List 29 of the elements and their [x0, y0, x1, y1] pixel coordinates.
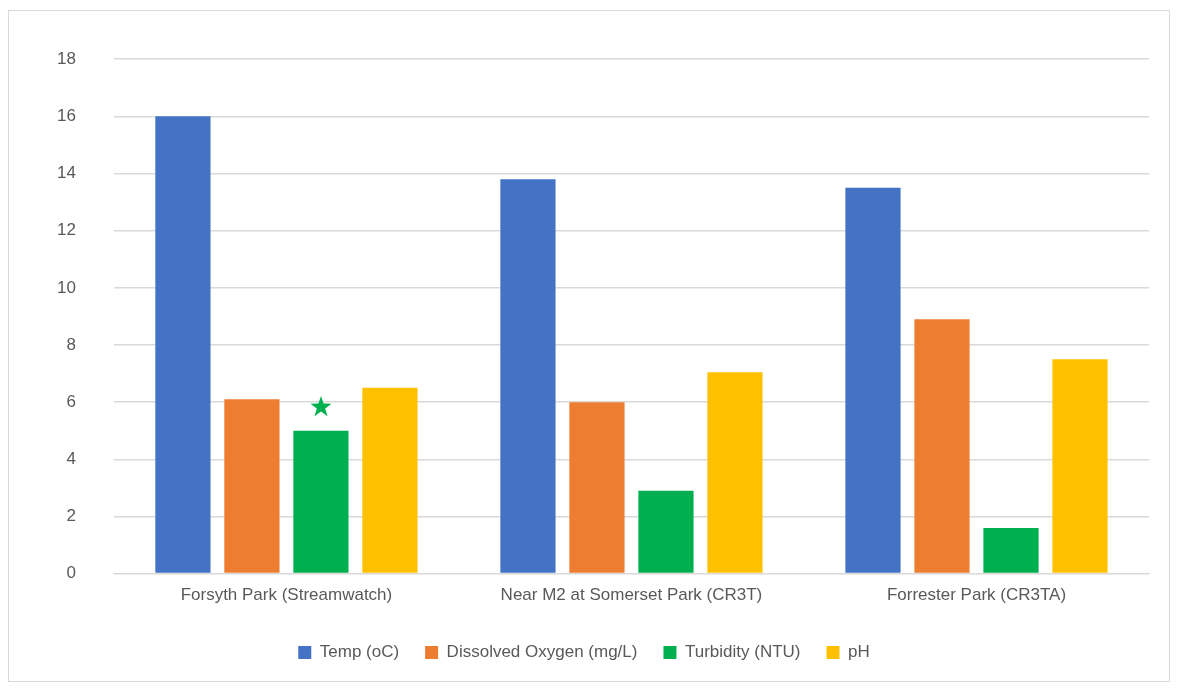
bar	[707, 372, 763, 573]
bar	[569, 402, 625, 573]
bar	[1052, 359, 1108, 573]
bar	[224, 399, 280, 573]
y-tick-label: 18	[56, 48, 76, 68]
y-tick-label: 4	[66, 448, 76, 468]
bar	[845, 187, 901, 573]
y-tick-label: 14	[56, 163, 76, 183]
y-tick-label: 6	[66, 391, 76, 411]
y-tick-label: 16	[56, 106, 76, 126]
bar	[983, 527, 1039, 573]
x-tick-label: Near M2 at Somerset Park (CR3T)	[500, 585, 763, 605]
y-tick-label: 12	[56, 220, 76, 240]
legend-label: Temp (oC)	[319, 642, 400, 662]
bar	[293, 430, 349, 573]
bar	[500, 179, 556, 573]
legend-label: pH	[848, 642, 870, 662]
bar	[638, 490, 694, 573]
bar	[914, 319, 970, 573]
bar	[155, 116, 211, 573]
legend-label: Turbidity (NTU)	[684, 642, 801, 662]
y-tick-label: 2	[66, 506, 76, 526]
y-tick-label: 8	[66, 334, 76, 354]
x-tick-label: Forsyth Park (Streamwatch)	[180, 585, 393, 605]
legend-label: Dissolved Oxygen (mg/L)	[446, 642, 638, 662]
y-tick-label: 10	[56, 277, 76, 297]
bar	[362, 387, 418, 573]
y-tick-label: 0	[66, 563, 76, 583]
x-tick-label: Forrester Park (CR3TA)	[886, 585, 1067, 605]
